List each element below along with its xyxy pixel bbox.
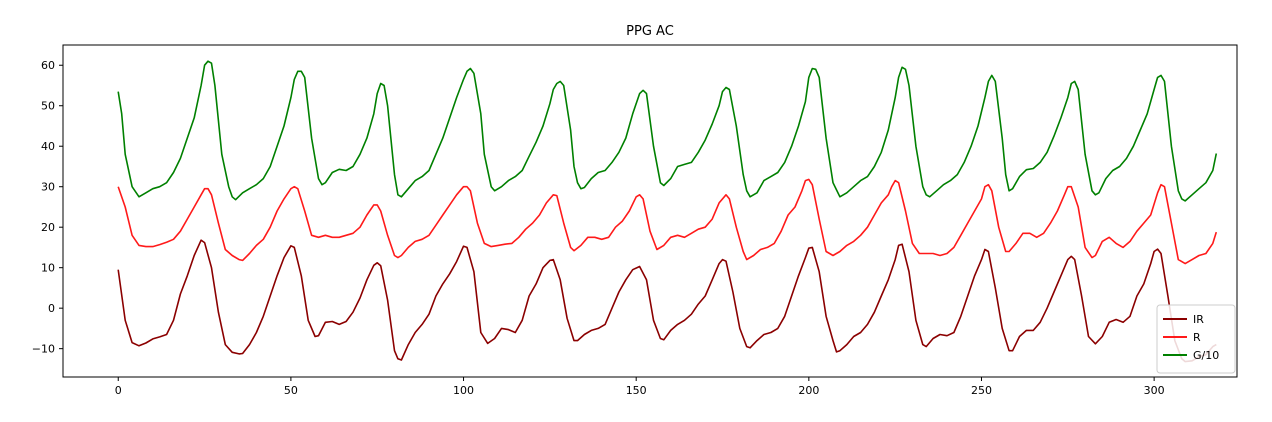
y-tick-label: 50 <box>41 100 55 113</box>
legend-label: G/10 <box>1193 349 1219 362</box>
x-tick-label: 200 <box>798 384 819 397</box>
y-tick-label: 20 <box>41 221 55 234</box>
x-tick-label: 300 <box>1144 384 1165 397</box>
x-tick-label: 0 <box>115 384 122 397</box>
series-line-1 <box>117 178 1218 265</box>
legend-label: IR <box>1193 313 1204 326</box>
x-tick-label: 100 <box>453 384 474 397</box>
legend-label: R <box>1193 331 1201 344</box>
series-line-2 <box>117 60 1218 202</box>
chart-title: PPG AC <box>626 24 674 39</box>
x-tick-label: 250 <box>971 384 992 397</box>
y-axis: −10 0 10 20 30 40 50 60 <box>32 59 63 356</box>
series-line-0 <box>117 239 1217 363</box>
y-tick-label: 10 <box>41 262 55 275</box>
y-tick-label: 40 <box>41 140 55 153</box>
y-tick-label: 0 <box>48 302 55 315</box>
x-tick-label: 150 <box>626 384 647 397</box>
x-tick-label: 50 <box>284 384 298 397</box>
y-tick-label: 30 <box>41 181 55 194</box>
plot-frame <box>62 44 1238 378</box>
series-layer <box>117 60 1218 363</box>
x-axis: 0 50 100 150 200 250 300 <box>115 377 1165 397</box>
legend: IR R G/10 <box>1156 304 1236 374</box>
y-tick-label: 60 <box>41 59 55 72</box>
y-tick-label: −10 <box>32 343 55 356</box>
